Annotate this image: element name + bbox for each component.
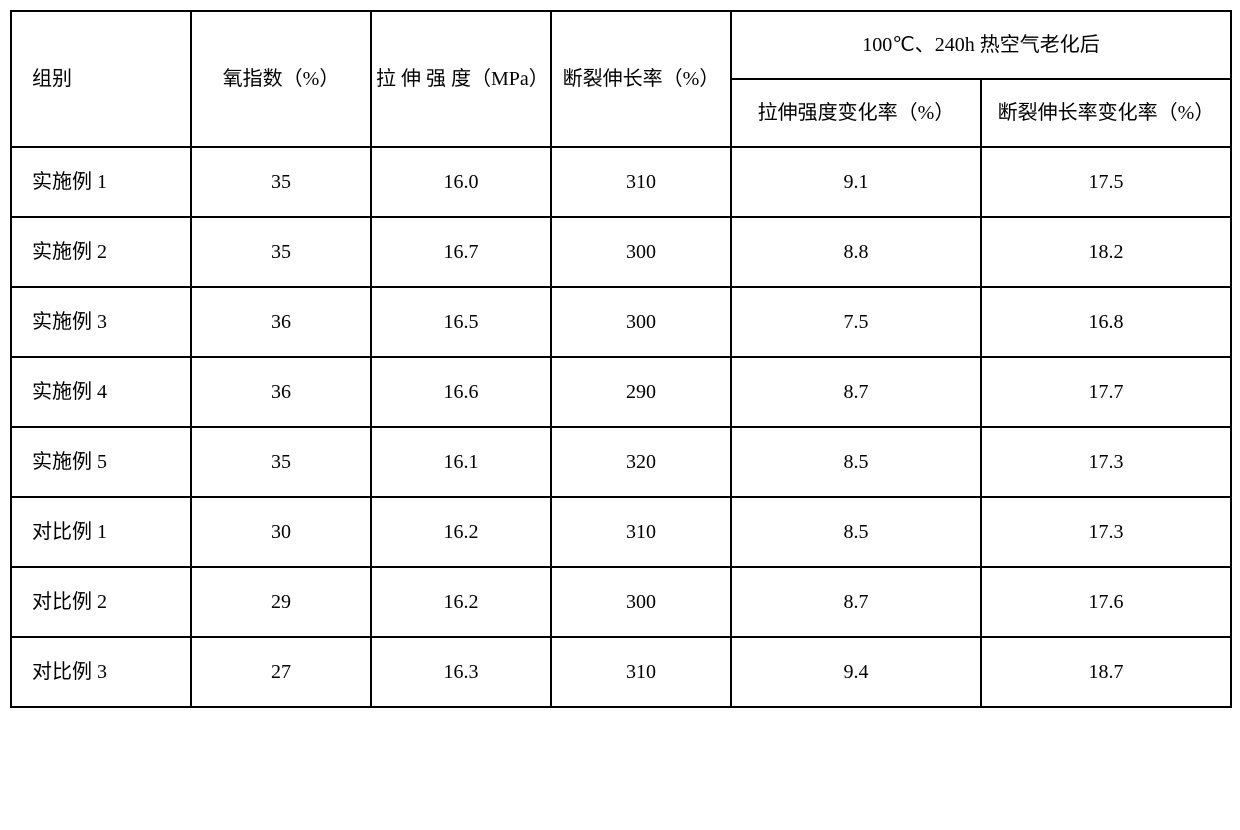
cell-value: 8.8: [731, 217, 981, 287]
cell-value: 17.6: [981, 567, 1231, 637]
cell-value: 9.1: [731, 147, 981, 217]
cell-value: 17.3: [981, 497, 1231, 567]
cell-label: 实施例 4: [11, 357, 191, 427]
cell-value: 16.8: [981, 287, 1231, 357]
header-tensile-change: 拉伸强度变化率（%）: [731, 79, 981, 147]
cell-value: 300: [551, 217, 731, 287]
data-table: 组别 氧指数（%） 拉 伸 强 度（MPa） 断裂伸长率（%） 100℃、240…: [10, 10, 1232, 708]
cell-value: 16.3: [371, 637, 551, 707]
cell-value: 16.0: [371, 147, 551, 217]
table-data-rows: 实施例 13516.03109.117.5实施例 23516.73008.818…: [11, 147, 1231, 707]
cell-value: 7.5: [731, 287, 981, 357]
cell-value: 310: [551, 147, 731, 217]
cell-value: 35: [191, 147, 371, 217]
table-row: 实施例 53516.13208.517.3: [11, 427, 1231, 497]
table-body: 组别 氧指数（%） 拉 伸 强 度（MPa） 断裂伸长率（%） 100℃、240…: [11, 11, 1231, 147]
cell-label: 对比例 1: [11, 497, 191, 567]
cell-value: 16.1: [371, 427, 551, 497]
cell-value: 290: [551, 357, 731, 427]
table-row: 实施例 43616.62908.717.7: [11, 357, 1231, 427]
cell-value: 30: [191, 497, 371, 567]
cell-label: 对比例 2: [11, 567, 191, 637]
cell-value: 310: [551, 637, 731, 707]
header-elongation-change: 断裂伸长率变化率（%）: [981, 79, 1231, 147]
header-aging-merged: 100℃、240h 热空气老化后: [731, 11, 1231, 79]
cell-label: 实施例 5: [11, 427, 191, 497]
table-row: 对比例 13016.23108.517.3: [11, 497, 1231, 567]
table-row: 实施例 13516.03109.117.5: [11, 147, 1231, 217]
table-row: 实施例 33616.53007.516.8: [11, 287, 1231, 357]
cell-value: 16.2: [371, 567, 551, 637]
cell-value: 36: [191, 287, 371, 357]
cell-value: 27: [191, 637, 371, 707]
cell-value: 29: [191, 567, 371, 637]
cell-label: 实施例 2: [11, 217, 191, 287]
cell-value: 16.7: [371, 217, 551, 287]
header-tensile-strength: 拉 伸 强 度（MPa）: [371, 11, 551, 147]
table-header-row-1: 组别 氧指数（%） 拉 伸 强 度（MPa） 断裂伸长率（%） 100℃、240…: [11, 11, 1231, 79]
cell-value: 320: [551, 427, 731, 497]
cell-value: 300: [551, 287, 731, 357]
cell-value: 9.4: [731, 637, 981, 707]
header-elongation: 断裂伸长率（%）: [551, 11, 731, 147]
cell-value: 300: [551, 567, 731, 637]
header-oxygen-index: 氧指数（%）: [191, 11, 371, 147]
cell-label: 实施例 3: [11, 287, 191, 357]
cell-value: 35: [191, 217, 371, 287]
table-row: 对比例 22916.23008.717.6: [11, 567, 1231, 637]
cell-value: 16.5: [371, 287, 551, 357]
cell-value: 18.7: [981, 637, 1231, 707]
cell-label: 实施例 1: [11, 147, 191, 217]
cell-value: 18.2: [981, 217, 1231, 287]
table-row: 对比例 32716.33109.418.7: [11, 637, 1231, 707]
header-group: 组别: [11, 11, 191, 147]
cell-value: 8.5: [731, 497, 981, 567]
cell-value: 310: [551, 497, 731, 567]
cell-value: 16.2: [371, 497, 551, 567]
cell-value: 36: [191, 357, 371, 427]
cell-value: 8.5: [731, 427, 981, 497]
cell-value: 8.7: [731, 567, 981, 637]
table-row: 实施例 23516.73008.818.2: [11, 217, 1231, 287]
cell-value: 35: [191, 427, 371, 497]
cell-label: 对比例 3: [11, 637, 191, 707]
cell-value: 16.6: [371, 357, 551, 427]
cell-value: 8.7: [731, 357, 981, 427]
cell-value: 17.5: [981, 147, 1231, 217]
cell-value: 17.7: [981, 357, 1231, 427]
cell-value: 17.3: [981, 427, 1231, 497]
